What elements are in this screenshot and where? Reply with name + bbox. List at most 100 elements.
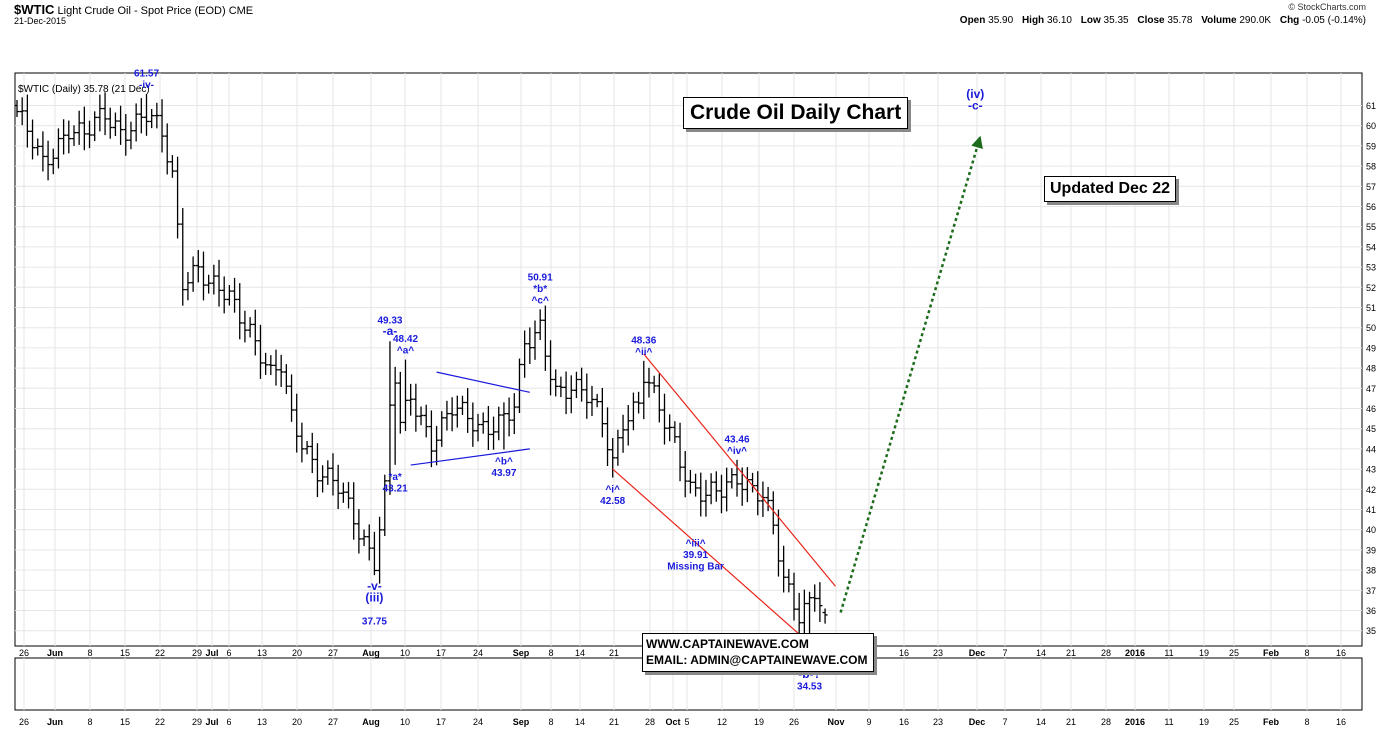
- y-tick-label: 58: [1366, 162, 1376, 172]
- x-tick-label: 16: [1336, 648, 1346, 658]
- x-tick-label: Feb: [1263, 717, 1280, 727]
- x-tick-label: Oct: [665, 717, 680, 727]
- y-tick-label: 52: [1366, 283, 1376, 293]
- wave-label: 34.53: [797, 682, 822, 693]
- y-tick-label: 45: [1366, 424, 1376, 434]
- x-tick-label: 21: [609, 648, 619, 658]
- x-tick-label: 26: [789, 717, 799, 727]
- y-tick-label: 59: [1366, 141, 1376, 151]
- website-text: WWW.CAPTAINEWAVE.COM: [646, 637, 809, 651]
- source-credit: © StockCharts.com: [1288, 2, 1366, 12]
- wave-label: 43.46: [725, 434, 750, 445]
- wave-label: ^b^: [495, 457, 513, 468]
- x-tick-label: 13: [257, 648, 267, 658]
- x-tick-label: Aug: [362, 717, 380, 727]
- x-tick-label: 13: [257, 717, 267, 727]
- open-readout: Open 35.90: [959, 15, 1014, 26]
- exchange: CME: [228, 5, 254, 17]
- x-tick-label: 12: [717, 717, 727, 727]
- x-tick-label: Sep: [513, 648, 530, 658]
- y-tick-label: 53: [1366, 263, 1376, 273]
- x-tick-label: 28: [645, 717, 655, 727]
- x-tick-label: 19: [1199, 717, 1209, 727]
- y-tick-label: 61: [1366, 101, 1376, 111]
- x-tick-label: 11: [1164, 717, 1173, 727]
- wave-label: -a-: [383, 324, 398, 338]
- x-tick-label: 2016: [1125, 717, 1145, 727]
- x-tick-label: 11: [1164, 648, 1173, 658]
- x-tick-label: 20: [292, 717, 302, 727]
- wave-label: 61.57: [134, 68, 159, 79]
- x-tick-label: Jul: [205, 648, 218, 658]
- x-tick-label: Aug: [362, 648, 380, 658]
- high-readout: High 36.10: [1021, 15, 1072, 26]
- x-tick-label: Dec: [969, 717, 986, 727]
- wave-label: 42.58: [600, 496, 625, 507]
- y-tick-label: 54: [1366, 242, 1376, 252]
- wave-label: 39.91: [683, 550, 708, 561]
- wave-label: ^ii^: [635, 347, 652, 358]
- y-tick-label: 56: [1366, 202, 1376, 212]
- x-tick-label: Feb: [1263, 648, 1280, 658]
- y-tick-label: 55: [1366, 222, 1376, 232]
- wave-label: 50.91: [528, 272, 553, 283]
- wave-label: ^a^: [397, 346, 414, 357]
- x-tick-label: 22: [155, 717, 165, 727]
- wave-label: 43.97: [491, 468, 516, 479]
- y-tick-label: 42: [1366, 485, 1376, 495]
- y-tick-label: 36: [1366, 606, 1376, 616]
- x-tick-label: 25: [1229, 717, 1239, 727]
- x-tick-label: 22: [155, 648, 165, 658]
- instrument-name: Light Crude Oil - Spot Price (EOD): [57, 5, 226, 17]
- x-tick-label: 21: [609, 717, 619, 727]
- x-tick-label: 24: [473, 717, 483, 727]
- chart-title: $WTIC Light Crude Oil - Spot Price (EOD)…: [14, 2, 253, 17]
- red-trendline: [643, 353, 836, 587]
- x-tick-label: 9: [866, 717, 871, 727]
- x-tick-label: 8: [1304, 648, 1309, 658]
- x-tick-label: 24: [473, 648, 483, 658]
- low-readout: Low 35.35: [1080, 15, 1129, 26]
- blue-trendline: [410, 448, 530, 466]
- y-tick-label: 47: [1366, 384, 1376, 394]
- x-tick-label: 17: [436, 717, 446, 727]
- x-tick-label: 29: [192, 648, 202, 658]
- x-tick-label: 28: [1101, 648, 1111, 658]
- x-tick-label: 20: [292, 648, 302, 658]
- y-tick-label: 60: [1366, 121, 1376, 131]
- y-tick-label: 38: [1366, 566, 1376, 576]
- chart-date: 21-Dec-2015: [14, 16, 67, 26]
- red-trendline: [612, 468, 805, 640]
- x-tick-label: 6: [226, 717, 231, 727]
- wave-label: ^i^: [605, 485, 620, 496]
- wave-label: ^c^: [532, 295, 549, 306]
- close-readout: Close 35.78: [1137, 15, 1193, 26]
- x-tick-label: 6: [226, 648, 231, 658]
- wave-label: 48.42: [393, 334, 418, 345]
- y-tick-label: 57: [1366, 182, 1376, 192]
- updated-box: Updated Dec 22: [1044, 176, 1177, 202]
- y-tick-label: 39: [1366, 545, 1376, 555]
- wave-label: *b*: [533, 284, 547, 295]
- ohlc-readout: Open 35.90 High 36.10 Low 35.35 Close 35…: [960, 15, 1366, 26]
- y-tick-label: 50: [1366, 323, 1376, 333]
- projection-arrow: [839, 135, 982, 613]
- x-tick-label: Jun: [47, 648, 63, 658]
- x-tick-label: Sep: [513, 717, 530, 727]
- y-tick-label: 37: [1366, 586, 1376, 596]
- y-tick-label: 35: [1366, 626, 1376, 636]
- x-tick-label: 23: [933, 648, 943, 658]
- x-tick-label: 26: [19, 717, 29, 727]
- y-tick-label: 51: [1366, 303, 1376, 313]
- chart-heading-box: Crude Oil Daily Chart: [683, 97, 909, 129]
- x-tick-label: 5: [684, 717, 689, 727]
- x-tick-label: 14: [575, 717, 585, 727]
- x-tick-label: Dec: [969, 648, 986, 658]
- x-tick-label: 17: [436, 648, 446, 658]
- x-tick-label: 16: [1336, 717, 1346, 727]
- x-tick-label: 8: [548, 717, 553, 727]
- x-tick-label: 16: [899, 717, 909, 727]
- x-tick-label: 21: [1066, 648, 1076, 658]
- x-tick-label: Nov: [827, 717, 844, 727]
- x-tick-label: 26: [19, 648, 29, 658]
